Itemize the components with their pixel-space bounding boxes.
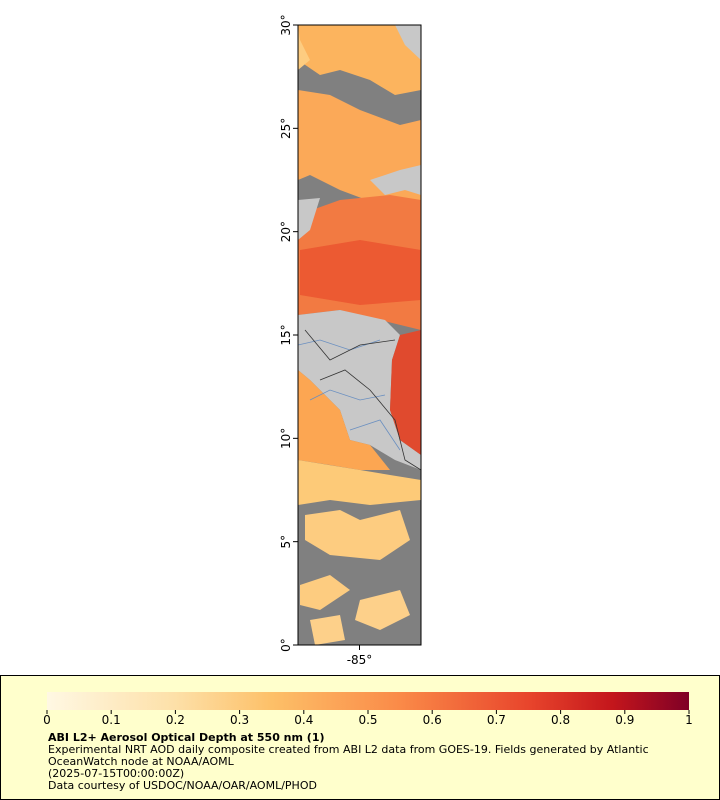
- colorbar-tick-label: 1: [685, 713, 693, 727]
- x-tick-label: -85°: [347, 653, 373, 667]
- colorbar-tick-label: 0.6: [423, 713, 442, 727]
- y-tick-label: 10°: [279, 428, 293, 449]
- caption-description: Experimental NRT AOD daily composite cre…: [48, 743, 649, 768]
- caption-title: ABI L2+ Aerosol Optical Depth at 550 nm …: [48, 731, 325, 744]
- y-tick-label: 20°: [279, 221, 293, 242]
- colorbar-tick-label: 0.8: [551, 713, 570, 727]
- map-field: [298, 25, 421, 645]
- y-tick-label: 15°: [279, 324, 293, 345]
- colorbar-tick-label: 0.1: [102, 713, 121, 727]
- colorbar-tick-label: 0.9: [615, 713, 634, 727]
- colorbar-tick-label: 0.7: [487, 713, 506, 727]
- colorbar-tick-label: 0: [43, 713, 51, 727]
- caption: ABI L2+ Aerosol Optical Depth at 550 nm …: [48, 732, 688, 792]
- y-tick-label: 30°: [279, 14, 293, 35]
- colorbar-tick-label: 0.2: [166, 713, 185, 727]
- colorbar-tick-label: 0.4: [294, 713, 313, 727]
- colorbar-tick-label: 0.5: [358, 713, 377, 727]
- caption-credit: Data courtesy of USDOC/NOAA/OAR/AOML/PHO…: [48, 779, 317, 792]
- colorbar: [47, 692, 689, 710]
- y-tick-label: 5°: [279, 535, 293, 549]
- y-tick-label: 0°: [279, 638, 293, 652]
- y-tick-label: 25°: [279, 118, 293, 139]
- colorbar-tick-label: 0.3: [230, 713, 249, 727]
- caption-time: (2025-07-15T00:00:00Z): [48, 767, 185, 780]
